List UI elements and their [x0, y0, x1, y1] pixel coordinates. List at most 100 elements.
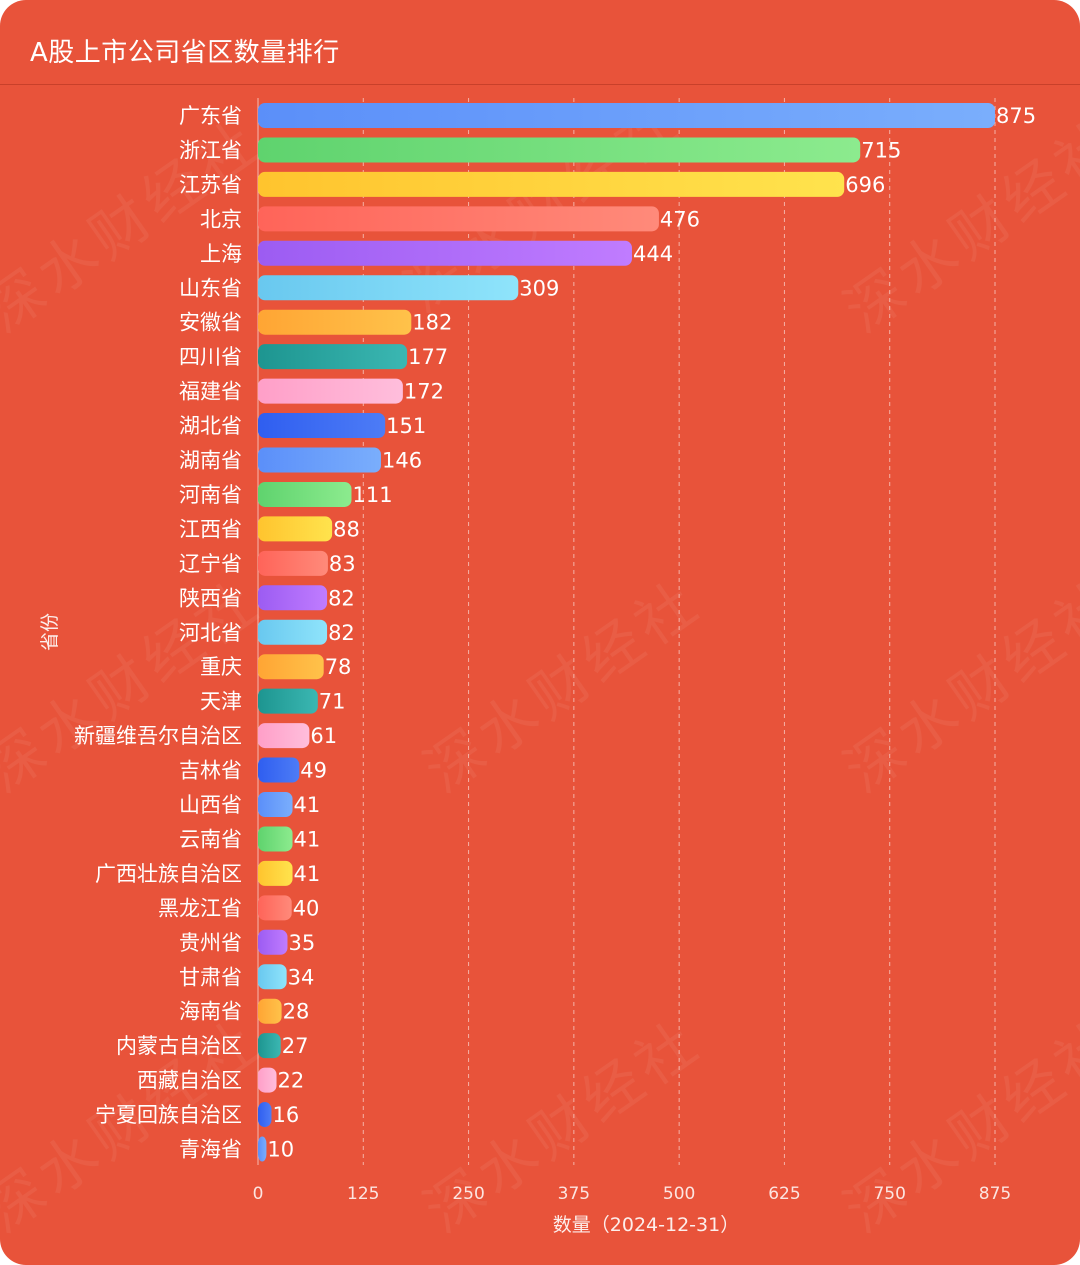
- value-label: 82: [328, 586, 355, 610]
- x-axis-label: 数量（2024-12-31）: [553, 1214, 739, 1236]
- bar: [258, 1136, 267, 1162]
- bar: [258, 998, 282, 1024]
- x-tick-label: 0: [253, 1184, 264, 1204]
- bar: [258, 929, 288, 955]
- bar: [258, 895, 292, 921]
- x-tick-label: 875: [979, 1184, 1011, 1204]
- bar: [258, 1067, 277, 1093]
- value-label: 177: [408, 345, 448, 369]
- bar: [258, 378, 403, 404]
- category-label: 湖北省: [179, 414, 242, 438]
- category-label: 安徽省: [179, 311, 242, 335]
- y-axis-label: 省份: [39, 613, 61, 651]
- value-label: 696: [845, 173, 885, 197]
- category-label: 江西省: [179, 517, 242, 541]
- value-label: 10: [267, 1138, 294, 1162]
- category-label: 河北省: [179, 621, 242, 645]
- value-label: 82: [328, 621, 355, 645]
- x-tick-label: 375: [558, 1184, 590, 1204]
- bar: [258, 585, 328, 611]
- category-label: 上海: [200, 242, 242, 266]
- category-label: 云南省: [179, 827, 242, 851]
- category-label: 甘肃省: [179, 965, 242, 989]
- value-label: 27: [282, 1034, 309, 1058]
- bar: [258, 447, 381, 473]
- value-label: 182: [412, 311, 452, 335]
- value-label: 40: [293, 896, 320, 920]
- category-label: 广东省: [179, 104, 242, 128]
- bar: [258, 137, 861, 163]
- x-tick-label: 250: [452, 1184, 484, 1204]
- value-label: 151: [386, 414, 426, 438]
- category-label: 天津: [200, 690, 242, 714]
- bar: [258, 103, 995, 128]
- value-label: 715: [861, 138, 901, 162]
- category-label: 江苏省: [179, 173, 242, 197]
- value-label: 476: [660, 207, 700, 231]
- value-label: 41: [294, 827, 321, 851]
- x-tick-label: 625: [768, 1184, 800, 1204]
- value-label: 88: [333, 517, 360, 541]
- category-label: 辽宁省: [179, 552, 242, 576]
- category-label: 重庆: [200, 655, 242, 679]
- value-label: 35: [288, 931, 315, 955]
- value-label: 78: [325, 655, 352, 679]
- value-label: 41: [294, 862, 321, 886]
- bar: [258, 309, 412, 335]
- bar: [258, 688, 318, 714]
- category-label: 广西壮族自治区: [95, 862, 242, 886]
- value-label: 111: [352, 483, 392, 507]
- bar: [258, 275, 519, 301]
- value-label: 28: [283, 1000, 310, 1024]
- bar: [258, 826, 293, 852]
- value-label: 83: [329, 552, 356, 576]
- value-label: 61: [310, 724, 337, 748]
- category-label: 西藏自治区: [137, 1069, 242, 1093]
- category-label: 新疆维吾尔自治区: [74, 724, 242, 748]
- category-label: 山东省: [179, 276, 242, 300]
- x-tick-label: 500: [663, 1184, 695, 1204]
- value-label: 71: [319, 690, 346, 714]
- bar: [258, 723, 310, 749]
- category-label: 四川省: [179, 345, 242, 369]
- category-label: 吉林省: [179, 759, 242, 783]
- value-label: 41: [294, 793, 321, 817]
- title-divider: [0, 84, 1080, 85]
- bar: [258, 792, 293, 817]
- bar: [258, 516, 333, 542]
- chart-title: A股上市公司省区数量排行: [30, 38, 340, 68]
- bar: [258, 654, 324, 680]
- value-label: 34: [288, 965, 315, 989]
- bar: [258, 344, 408, 370]
- bar: [258, 413, 386, 439]
- category-label: 黑龙江省: [158, 896, 242, 920]
- category-label: 海南省: [179, 1000, 242, 1024]
- category-label: 陕西省: [179, 586, 242, 610]
- value-label: 172: [404, 380, 444, 404]
- bar: [258, 240, 632, 266]
- category-label: 贵州省: [179, 931, 242, 955]
- category-label: 福建省: [179, 380, 242, 404]
- value-label: 146: [382, 449, 422, 473]
- value-label: 875: [996, 104, 1036, 128]
- category-label: 北京: [200, 207, 242, 231]
- value-label: 22: [278, 1069, 305, 1093]
- category-label: 浙江省: [179, 138, 242, 162]
- bar: [258, 860, 293, 886]
- x-tick-label: 125: [347, 1184, 379, 1204]
- bar: [258, 171, 845, 197]
- value-label: 16: [272, 1103, 299, 1127]
- value-label: 49: [300, 759, 327, 783]
- value-label: 444: [633, 242, 673, 266]
- bar: [258, 757, 300, 783]
- x-tick-label: 750: [873, 1184, 905, 1204]
- category-label: 内蒙古自治区: [116, 1034, 242, 1058]
- category-label: 山西省: [179, 793, 242, 817]
- bar: [258, 1033, 281, 1059]
- bar: [258, 1102, 272, 1128]
- bar: [258, 964, 287, 990]
- bar: [258, 481, 352, 507]
- value-label: 309: [519, 276, 559, 300]
